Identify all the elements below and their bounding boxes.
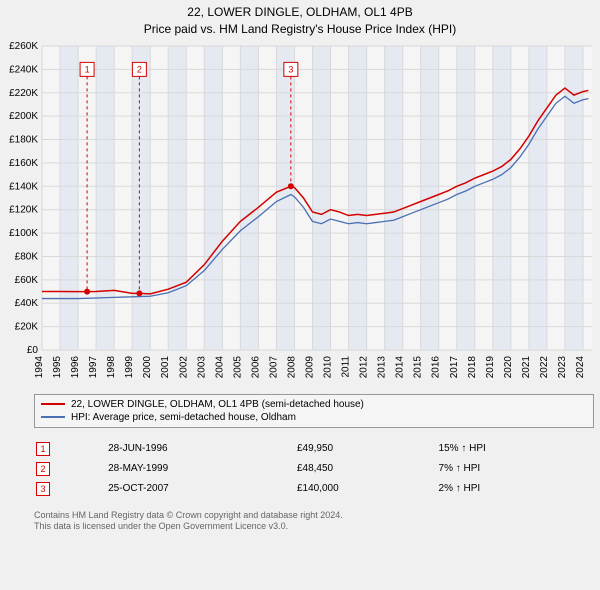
marker-delta: 7% ↑ HPI (439, 460, 592, 478)
svg-text:2014: 2014 (395, 355, 406, 378)
svg-text:2005: 2005 (232, 355, 243, 378)
svg-text:2000: 2000 (142, 355, 153, 378)
legend-label: 22, LOWER DINGLE, OLDHAM, OL1 4PB (semi-… (71, 399, 364, 410)
footnote-line1: Contains HM Land Registry data © Crown c… (34, 510, 594, 522)
marker-number-box: 2 (36, 462, 50, 476)
svg-text:1995: 1995 (52, 355, 63, 378)
svg-text:£120K: £120K (9, 204, 38, 215)
svg-text:2023: 2023 (557, 355, 568, 378)
svg-text:£260K: £260K (9, 41, 38, 52)
svg-text:£240K: £240K (9, 64, 38, 75)
svg-text:2021: 2021 (521, 355, 532, 378)
legend-swatch (41, 416, 65, 418)
marker-delta: 2% ↑ HPI (439, 480, 592, 498)
marker-price: £49,950 (297, 440, 437, 458)
svg-text:2009: 2009 (304, 355, 315, 378)
svg-text:1998: 1998 (106, 355, 117, 378)
svg-text:2006: 2006 (250, 355, 261, 378)
chart-area: £0 £20K £40K £60K £80K £100K £120K £140K £160K £1… (0, 40, 600, 390)
svg-text:2001: 2001 (160, 355, 171, 378)
marker-row: 2 28-MAY-1999£48,4507% ↑ HPI (36, 460, 592, 478)
svg-text:2012: 2012 (359, 355, 370, 378)
legend-row: 22, LOWER DINGLE, OLDHAM, OL1 4PB (semi-… (41, 398, 587, 411)
svg-text:1: 1 (85, 64, 90, 74)
marker-number-box: 1 (36, 442, 50, 456)
svg-text:2022: 2022 (539, 355, 550, 378)
marker-delta: 15% ↑ HPI (439, 440, 592, 458)
marker-date: 28-MAY-1999 (108, 460, 295, 478)
svg-text:£100K: £100K (9, 228, 38, 239)
svg-text:£140K: £140K (9, 181, 38, 192)
svg-text:2007: 2007 (268, 355, 279, 378)
marker-date: 25-OCT-2007 (108, 480, 295, 498)
svg-text:£0: £0 (27, 345, 39, 356)
chart-svg: £0 £20K £40K £60K £80K £100K £120K £140K £160K £1… (0, 40, 600, 390)
footnote-line2: This data is licensed under the Open Gov… (34, 521, 594, 533)
svg-text:3: 3 (288, 64, 293, 74)
svg-text:2011: 2011 (341, 355, 352, 377)
svg-text:£220K: £220K (9, 87, 38, 98)
svg-text:1999: 1999 (124, 355, 135, 378)
svg-text:£80K: £80K (15, 251, 39, 262)
svg-text:2016: 2016 (431, 355, 442, 378)
marker-date: 28-JUN-1996 (108, 440, 295, 458)
svg-text:2015: 2015 (413, 355, 424, 378)
svg-text:2010: 2010 (323, 355, 334, 378)
marker-row: 3 25-OCT-2007£140,0002% ↑ HPI (36, 480, 592, 498)
svg-text:2002: 2002 (178, 355, 189, 378)
chart-title-line1: 22, LOWER DINGLE, OLDHAM, OL1 4PB (0, 4, 600, 21)
svg-text:2020: 2020 (503, 355, 514, 378)
svg-text:2018: 2018 (467, 355, 478, 378)
marker-row: 1 28-JUN-1996£49,95015% ↑ HPI (36, 440, 592, 458)
svg-text:2017: 2017 (449, 355, 460, 378)
svg-text:1994: 1994 (34, 355, 45, 378)
legend-row: HPI: Average price, semi-detached house,… (41, 411, 587, 424)
marker-price: £48,450 (297, 460, 437, 478)
markers-table: 1 28-JUN-1996£49,95015% ↑ HPI 2 28-MAY-1999… (34, 438, 594, 500)
svg-text:1996: 1996 (70, 355, 81, 378)
svg-text:£160K: £160K (9, 158, 38, 169)
legend-swatch (41, 403, 65, 405)
svg-text:1997: 1997 (88, 355, 99, 378)
footnote: Contains HM Land Registry data © Crown c… (34, 510, 594, 533)
svg-text:£40K: £40K (15, 298, 39, 309)
svg-text:£200K: £200K (9, 111, 38, 122)
svg-text:2008: 2008 (286, 355, 297, 378)
svg-text:£180K: £180K (9, 134, 38, 145)
marker-price: £140,000 (297, 480, 437, 498)
legend: 22, LOWER DINGLE, OLDHAM, OL1 4PB (semi-… (34, 394, 594, 428)
svg-text:2003: 2003 (196, 355, 207, 378)
svg-text:2: 2 (137, 64, 142, 74)
svg-text:2004: 2004 (214, 355, 225, 378)
svg-text:2013: 2013 (377, 355, 388, 378)
marker-number-box: 3 (36, 482, 50, 496)
svg-text:2019: 2019 (485, 355, 496, 378)
chart-title-block: 22, LOWER DINGLE, OLDHAM, OL1 4PB Price … (0, 0, 600, 40)
legend-label: HPI: Average price, semi-detached house,… (71, 412, 296, 423)
svg-text:£60K: £60K (15, 274, 39, 285)
svg-text:2024: 2024 (575, 355, 586, 378)
svg-text:£20K: £20K (15, 321, 39, 332)
chart-title-line2: Price paid vs. HM Land Registry's House … (0, 21, 600, 38)
